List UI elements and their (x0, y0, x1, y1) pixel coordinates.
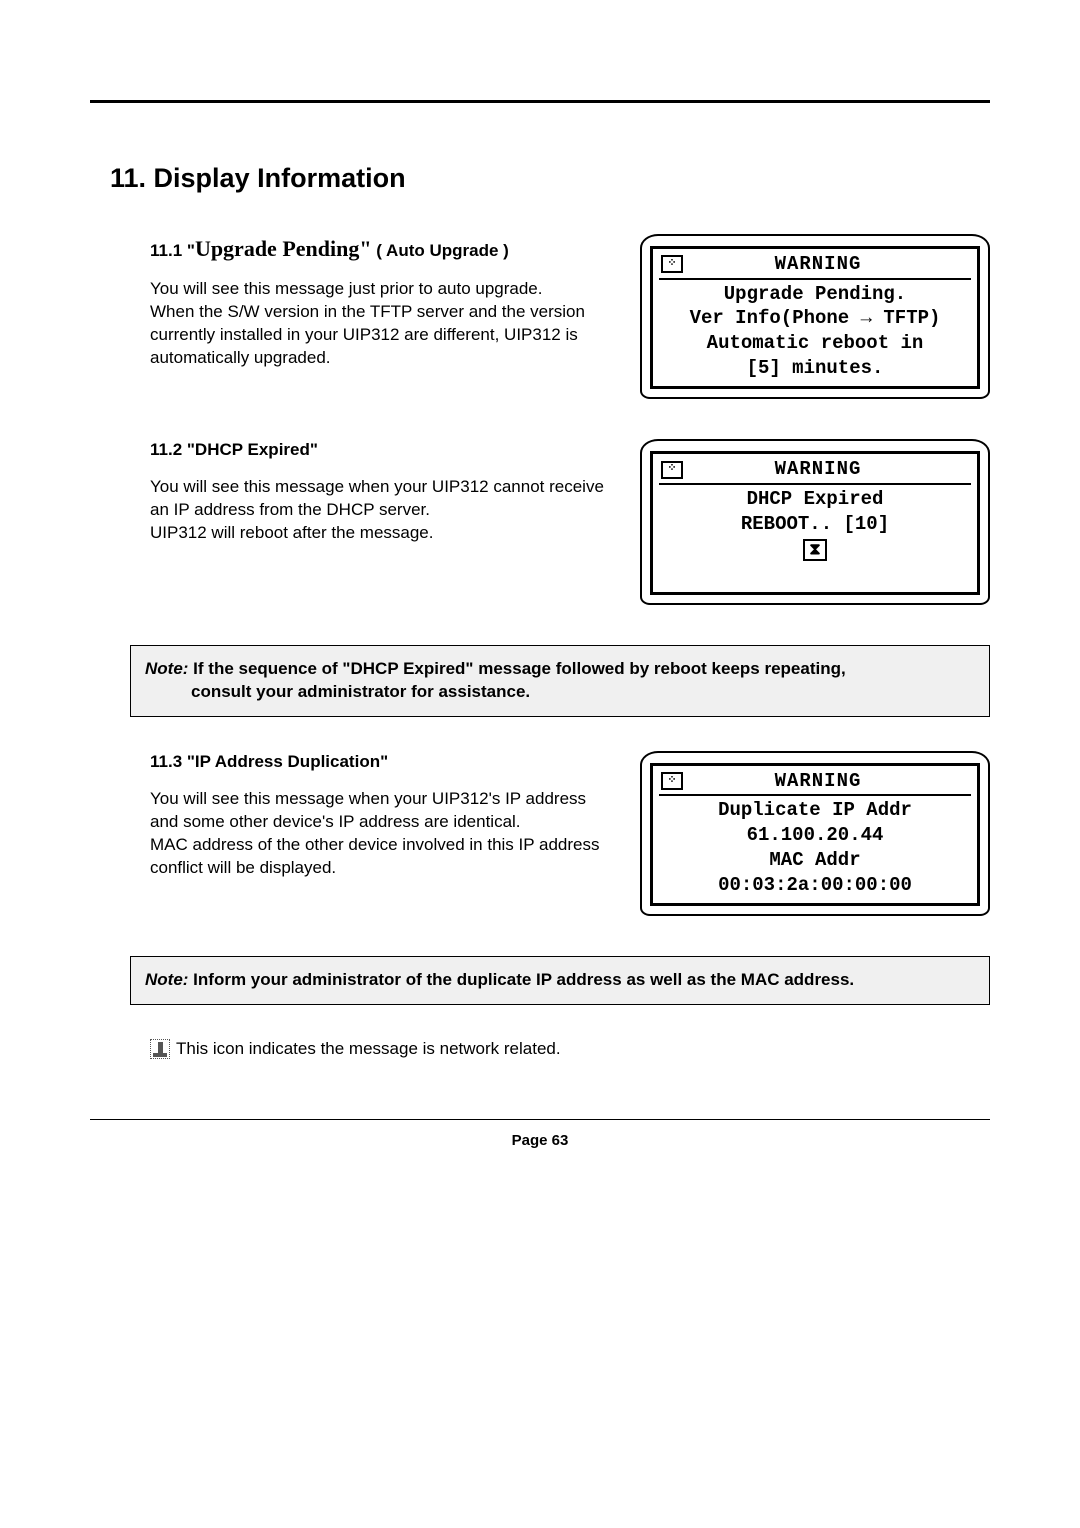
section-11-3: 11.3 "IP Address Duplication" You will s… (150, 751, 990, 916)
network-icon: ⁘ (661, 461, 683, 479)
lcd1-line1: Upgrade Pending. (659, 282, 971, 307)
s1-para1: You will see this message just prior to … (150, 278, 610, 301)
lcd2-title: WARNING (689, 457, 969, 482)
lcd3-line4: 00:03:2a:00:00:00 (659, 873, 971, 898)
section-title: 11. Display Information (110, 163, 990, 194)
network-icon: ⁘ (661, 255, 683, 273)
note-box-1: Note: If the sequence of "DHCP Expired" … (130, 645, 990, 717)
footer-rule (90, 1119, 990, 1120)
lcd3-line3: MAC Addr (659, 848, 971, 873)
s3-para1: You will see this message when your UIP3… (150, 788, 610, 834)
note1-label: Note: (145, 659, 188, 678)
note1-line2: consult your administrator for assistanc… (191, 681, 975, 704)
s3-para2: MAC address of the other device involved… (150, 834, 610, 880)
section-11-1: 11.1 "Upgrade Pending" ( Auto Upgrade ) … (150, 234, 990, 399)
icon-explanation: This icon indicates the message is netwo… (150, 1039, 990, 1059)
lcd-screen-3: ⁘ WARNING Duplicate IP Addr 61.100.20.44… (640, 751, 990, 916)
page-number: Page 63 (90, 1132, 990, 1149)
subhead-suffix: ( Auto Upgrade ) (372, 241, 509, 260)
lcd3-line1: Duplicate IP Addr (659, 798, 971, 823)
hourglass-icon: ⧗ (809, 542, 820, 558)
lcd1-line3: Automatic reboot in (659, 331, 971, 356)
lcd1-line4: [5] minutes. (659, 356, 971, 381)
lcd3-line2: 61.100.20.44 (659, 823, 971, 848)
icon-explanation-text: This icon indicates the message is netwo… (176, 1039, 561, 1059)
note1-line1: If the sequence of "DHCP Expired" messag… (188, 659, 845, 678)
subheading-11-3: 11.3 "IP Address Duplication" (150, 751, 610, 774)
header-rule (90, 100, 990, 103)
s1-para2: When the S/W version in the TFTP server … (150, 301, 610, 370)
lcd2-hourglass: ⧗ (659, 537, 971, 562)
network-related-icon (150, 1039, 170, 1059)
subheading-11-2: 11.2 "DHCP Expired" (150, 439, 610, 462)
section-11-2: 11.2 "DHCP Expired" You will see this me… (150, 439, 990, 604)
note2-label: Note: (145, 970, 188, 989)
note2-text: Inform your administrator of the duplica… (188, 970, 854, 989)
lcd2-line2: REBOOT.. [10] (659, 512, 971, 537)
subheading-11-1: 11.1 "Upgrade Pending" ( Auto Upgrade ) (150, 234, 610, 264)
network-icon: ⁘ (661, 772, 683, 790)
s2-para2: UIP312 will reboot after the message. (150, 522, 610, 545)
s2-para1: You will see this message when your UIP3… (150, 476, 610, 522)
lcd-screen-1: ⁘ WARNING Upgrade Pending. Ver Info(Phon… (640, 234, 990, 399)
lcd3-title: WARNING (689, 769, 969, 794)
subhead-serif: Upgrade Pending" (195, 236, 372, 261)
lcd1-line2: Ver Info(Phone → TFTP) (659, 306, 971, 331)
subhead-prefix: 11.1 " (150, 241, 195, 260)
lcd1-title: WARNING (689, 252, 969, 277)
lcd-screen-2: ⁘ WARNING DHCP Expired REBOOT.. [10] ⧗ (640, 439, 990, 604)
lcd2-line1: DHCP Expired (659, 487, 971, 512)
note-box-2: Note: Inform your administrator of the d… (130, 956, 990, 1005)
